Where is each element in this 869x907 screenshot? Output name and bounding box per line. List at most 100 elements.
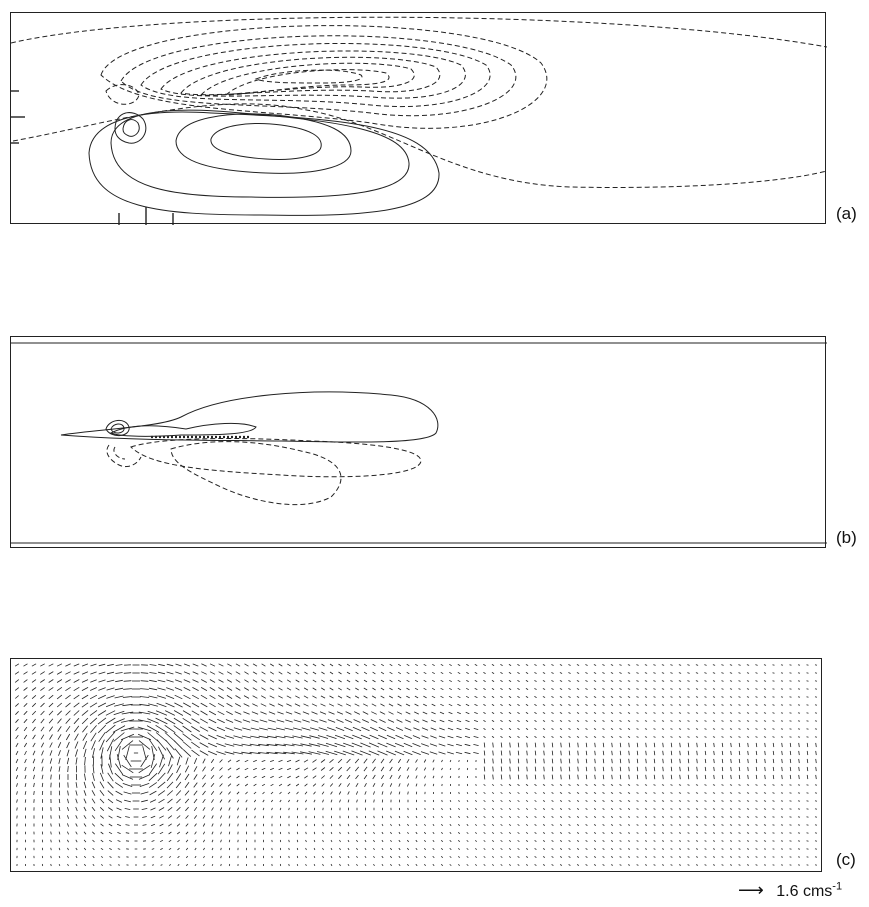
velocity-vector [226,703,233,707]
velocity-vector [83,855,87,859]
velocity-vector [89,702,98,708]
velocity-vector [359,750,372,756]
velocity-vector [165,702,175,708]
velocity-vector [381,839,384,843]
velocity-vector [636,856,639,858]
velocity-vector [619,808,622,810]
velocity-vector [380,758,385,764]
velocity-vector [576,856,580,858]
velocity-vector [184,782,190,788]
velocity-vector [483,742,486,748]
velocity-vector [670,832,673,834]
velocity-vector [254,815,256,819]
velocity-vector [31,679,37,683]
velocity-vector [645,774,647,780]
scale-arrow-exponent: -1 [832,880,843,893]
velocity-vector [320,703,326,707]
velocity-vector [525,672,529,674]
velocity-vector [781,774,783,780]
velocity-vector [75,847,78,851]
velocity-vector [328,711,335,715]
velocity-vector [166,772,174,782]
velocity-vector [423,695,427,699]
velocity-vector [466,816,469,818]
velocity-vector [449,824,452,826]
velocity-vector [202,807,206,811]
velocity-vector [424,823,426,827]
velocity-vector [286,703,292,707]
velocity-vector [226,711,233,715]
velocity-vector [167,815,173,819]
velocity-vector [168,755,172,767]
velocity-vector [687,736,690,738]
velocity-vector [346,679,351,683]
velocity-vector [593,720,597,722]
velocity-vector [106,679,115,683]
velocity-vector [661,696,665,698]
velocity-vector [312,679,317,683]
velocity-vector [619,680,622,682]
velocity-vector [279,799,282,803]
velocity-vector [388,711,394,715]
velocity-vector [466,791,469,795]
velocity-vector [704,808,707,810]
velocity-vector [296,791,299,795]
velocity-vector [389,766,393,772]
velocity-vector [15,767,19,771]
velocity-vector [283,751,295,755]
velocity-vector [31,687,37,691]
velocity-vector [140,672,149,674]
velocity-vector [226,695,233,699]
velocity-vector [542,856,546,858]
velocity-vector [16,783,18,787]
velocity-vector [814,712,818,714]
velocity-vector [100,831,104,835]
velocity-vector [746,720,750,722]
velocity-vector [627,864,631,866]
velocity-vector [90,687,97,691]
panel-a-negative-contours [11,16,827,188]
velocity-vector [407,791,409,795]
velocity-vector [24,758,27,764]
velocity-vector [729,728,733,730]
velocity-vector [526,774,528,780]
velocity-vector [245,815,248,819]
velocity-vector [763,824,767,826]
velocity-vector [696,758,698,764]
velocity-vector [576,784,580,786]
velocity-vector [473,728,479,730]
velocity-vector [568,792,571,794]
velocity-vector [100,856,104,858]
velocity-vector [278,679,283,683]
velocity-vector [627,848,631,850]
panel-c-vector-field [10,658,822,872]
velocity-vector [679,742,681,748]
velocity-vector [373,791,375,795]
velocity-vector [449,839,452,843]
velocity-vector [542,728,546,730]
velocity-vector [303,759,309,763]
velocity-vector [797,712,801,714]
velocity-vector [24,774,27,780]
velocity-vector [559,704,563,706]
velocity-vector [457,687,461,691]
velocity-vector [346,671,351,675]
velocity-vector [415,831,418,835]
velocity-vector [534,672,537,674]
velocity-vector [789,672,792,674]
velocity-vector [65,679,71,683]
velocity-vector [415,856,418,858]
velocity-vector [32,734,36,740]
velocity-vector [296,863,299,867]
velocity-vector [602,840,605,842]
velocity-vector [602,672,605,674]
velocity-vector [174,679,183,683]
velocity-vector [789,712,792,714]
velocity-vector [678,792,682,794]
velocity-vector [593,816,597,818]
velocity-vector [31,671,37,675]
velocity-vector [661,672,665,674]
velocity-vector [432,832,435,834]
velocity-vector [32,750,36,756]
velocity-vector [619,840,622,842]
